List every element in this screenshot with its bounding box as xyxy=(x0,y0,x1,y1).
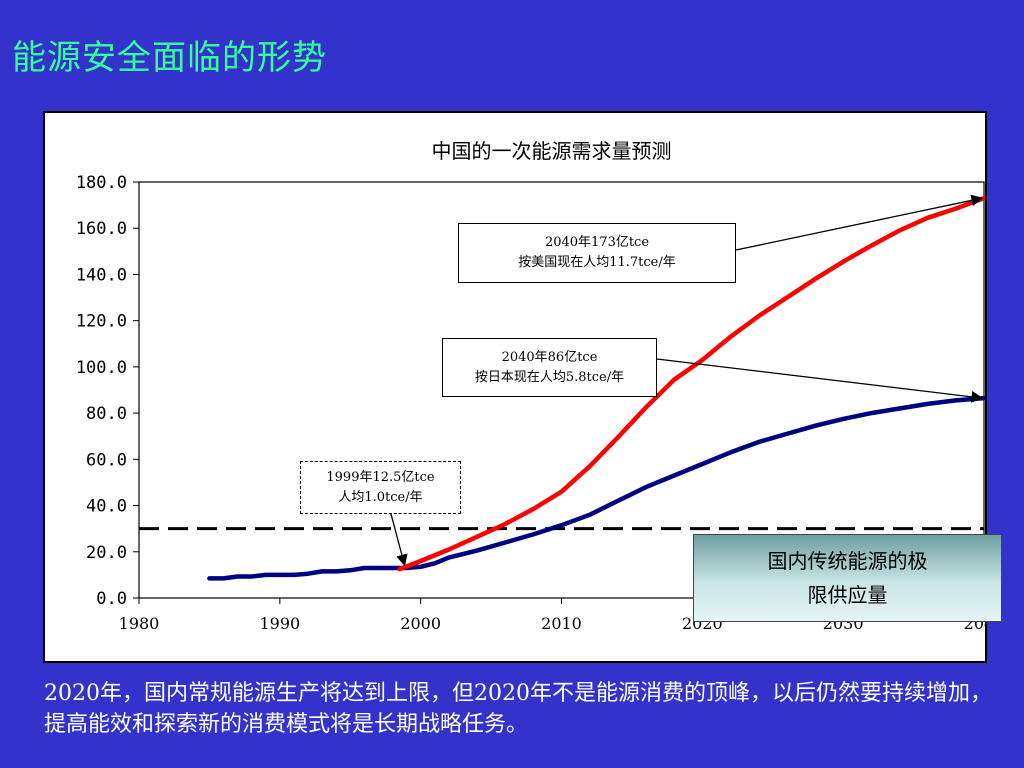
y-tick-label: 160.0 xyxy=(76,219,127,239)
annotation-arrow xyxy=(656,358,984,403)
line-chart: 中国的一次能源需求量预测 0.0 20.0 40.0 60.0 80.0 100.0 120.… xyxy=(76,139,985,633)
annotation-us: 2040年173亿tce 按美国现在人均11.7tce/年 xyxy=(458,223,736,283)
y-tick-label: 180.0 xyxy=(76,173,127,193)
y-tick-label: 140.0 xyxy=(76,265,127,285)
y-tick-label: 0.0 xyxy=(96,589,127,609)
slide-title: 能源安全面临的形势 xyxy=(12,38,327,78)
y-tick-label: 20.0 xyxy=(86,543,127,563)
series-line-japan-scenario xyxy=(207,395,985,581)
y-tick-label: 100.0 xyxy=(76,358,127,378)
series-line-us-scenario xyxy=(397,195,985,572)
annotation-japan-line1: 2040年86亿tce xyxy=(501,349,598,365)
annotation-us-line2: 按美国现在人均11.7tce/年 xyxy=(518,255,676,270)
chart-panel: 中国的一次能源需求量预测 0.0 20.0 40.0 60.0 80.0 100.0 120.… xyxy=(43,111,987,663)
y-tick-label: 60.0 xyxy=(86,450,127,470)
slide-caption: 2020年，国内常规能源生产将达到上限，但2020年不是能源消费的顶峰，以后仍然… xyxy=(44,681,992,737)
annotation-arrow xyxy=(735,194,984,251)
x-tick-label: 1990 xyxy=(259,614,300,633)
supply-limit-line2: 限供应量 xyxy=(807,583,888,607)
x-tick-label: 2000 xyxy=(400,614,441,633)
annotation-japan: 2040年86亿tce 按日本现在人均5.8tce/年 xyxy=(442,338,657,397)
x-tick-label: 1980 xyxy=(119,614,160,633)
supply-limit-label: 国内传统能源的极 限供应量 xyxy=(693,534,1002,622)
y-tick-label: 80.0 xyxy=(86,404,127,424)
annotation-1999-line1: 1999年12.5亿tce xyxy=(326,469,435,485)
x-tick-label: 2010 xyxy=(541,614,582,633)
annotation-1999: 1999年12.5亿tce 人均1.0tce/年 xyxy=(300,461,461,514)
annotation-japan-line2: 按日本现在人均5.8tce/年 xyxy=(474,369,625,385)
chart-title: 中国的一次能源需求量预测 xyxy=(432,139,672,163)
supply-limit-line1: 国内传统能源的极 xyxy=(767,549,928,573)
y-tick-label: 40.0 xyxy=(86,497,127,517)
annotation-us-line1: 2040年173亿tce xyxy=(544,235,650,250)
y-tick-label: 120.0 xyxy=(76,312,127,332)
annotation-1999-line2: 人均1.0tce/年 xyxy=(338,489,423,505)
annotation-arrow xyxy=(390,513,408,567)
